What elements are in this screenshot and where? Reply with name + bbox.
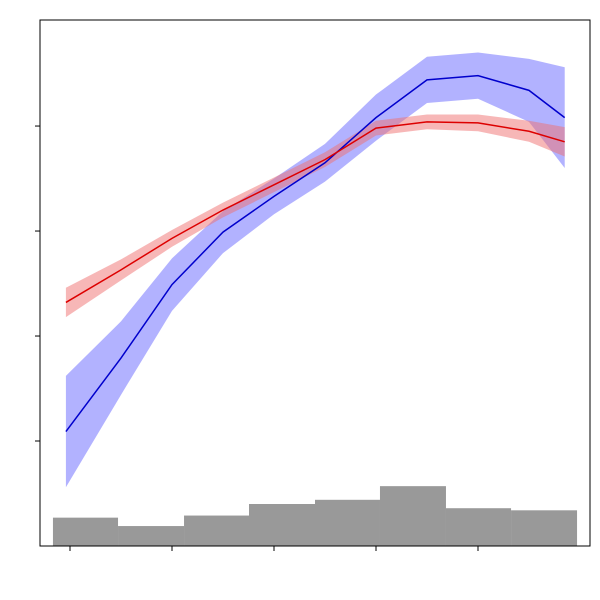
histogram-bar bbox=[511, 510, 578, 546]
histogram-bar bbox=[249, 504, 315, 546]
histogram-bar bbox=[379, 486, 446, 546]
line bbox=[65, 74, 566, 433]
line bbox=[65, 121, 565, 304]
plot-frame bbox=[39, 19, 591, 547]
histogram-bar bbox=[315, 499, 380, 546]
confidence-band bbox=[65, 114, 565, 318]
histogram-bar bbox=[118, 526, 185, 546]
histogram-bar bbox=[445, 508, 512, 546]
histogram-bar bbox=[184, 515, 250, 546]
histogram-bar bbox=[52, 517, 119, 546]
confidence-band bbox=[65, 52, 565, 488]
